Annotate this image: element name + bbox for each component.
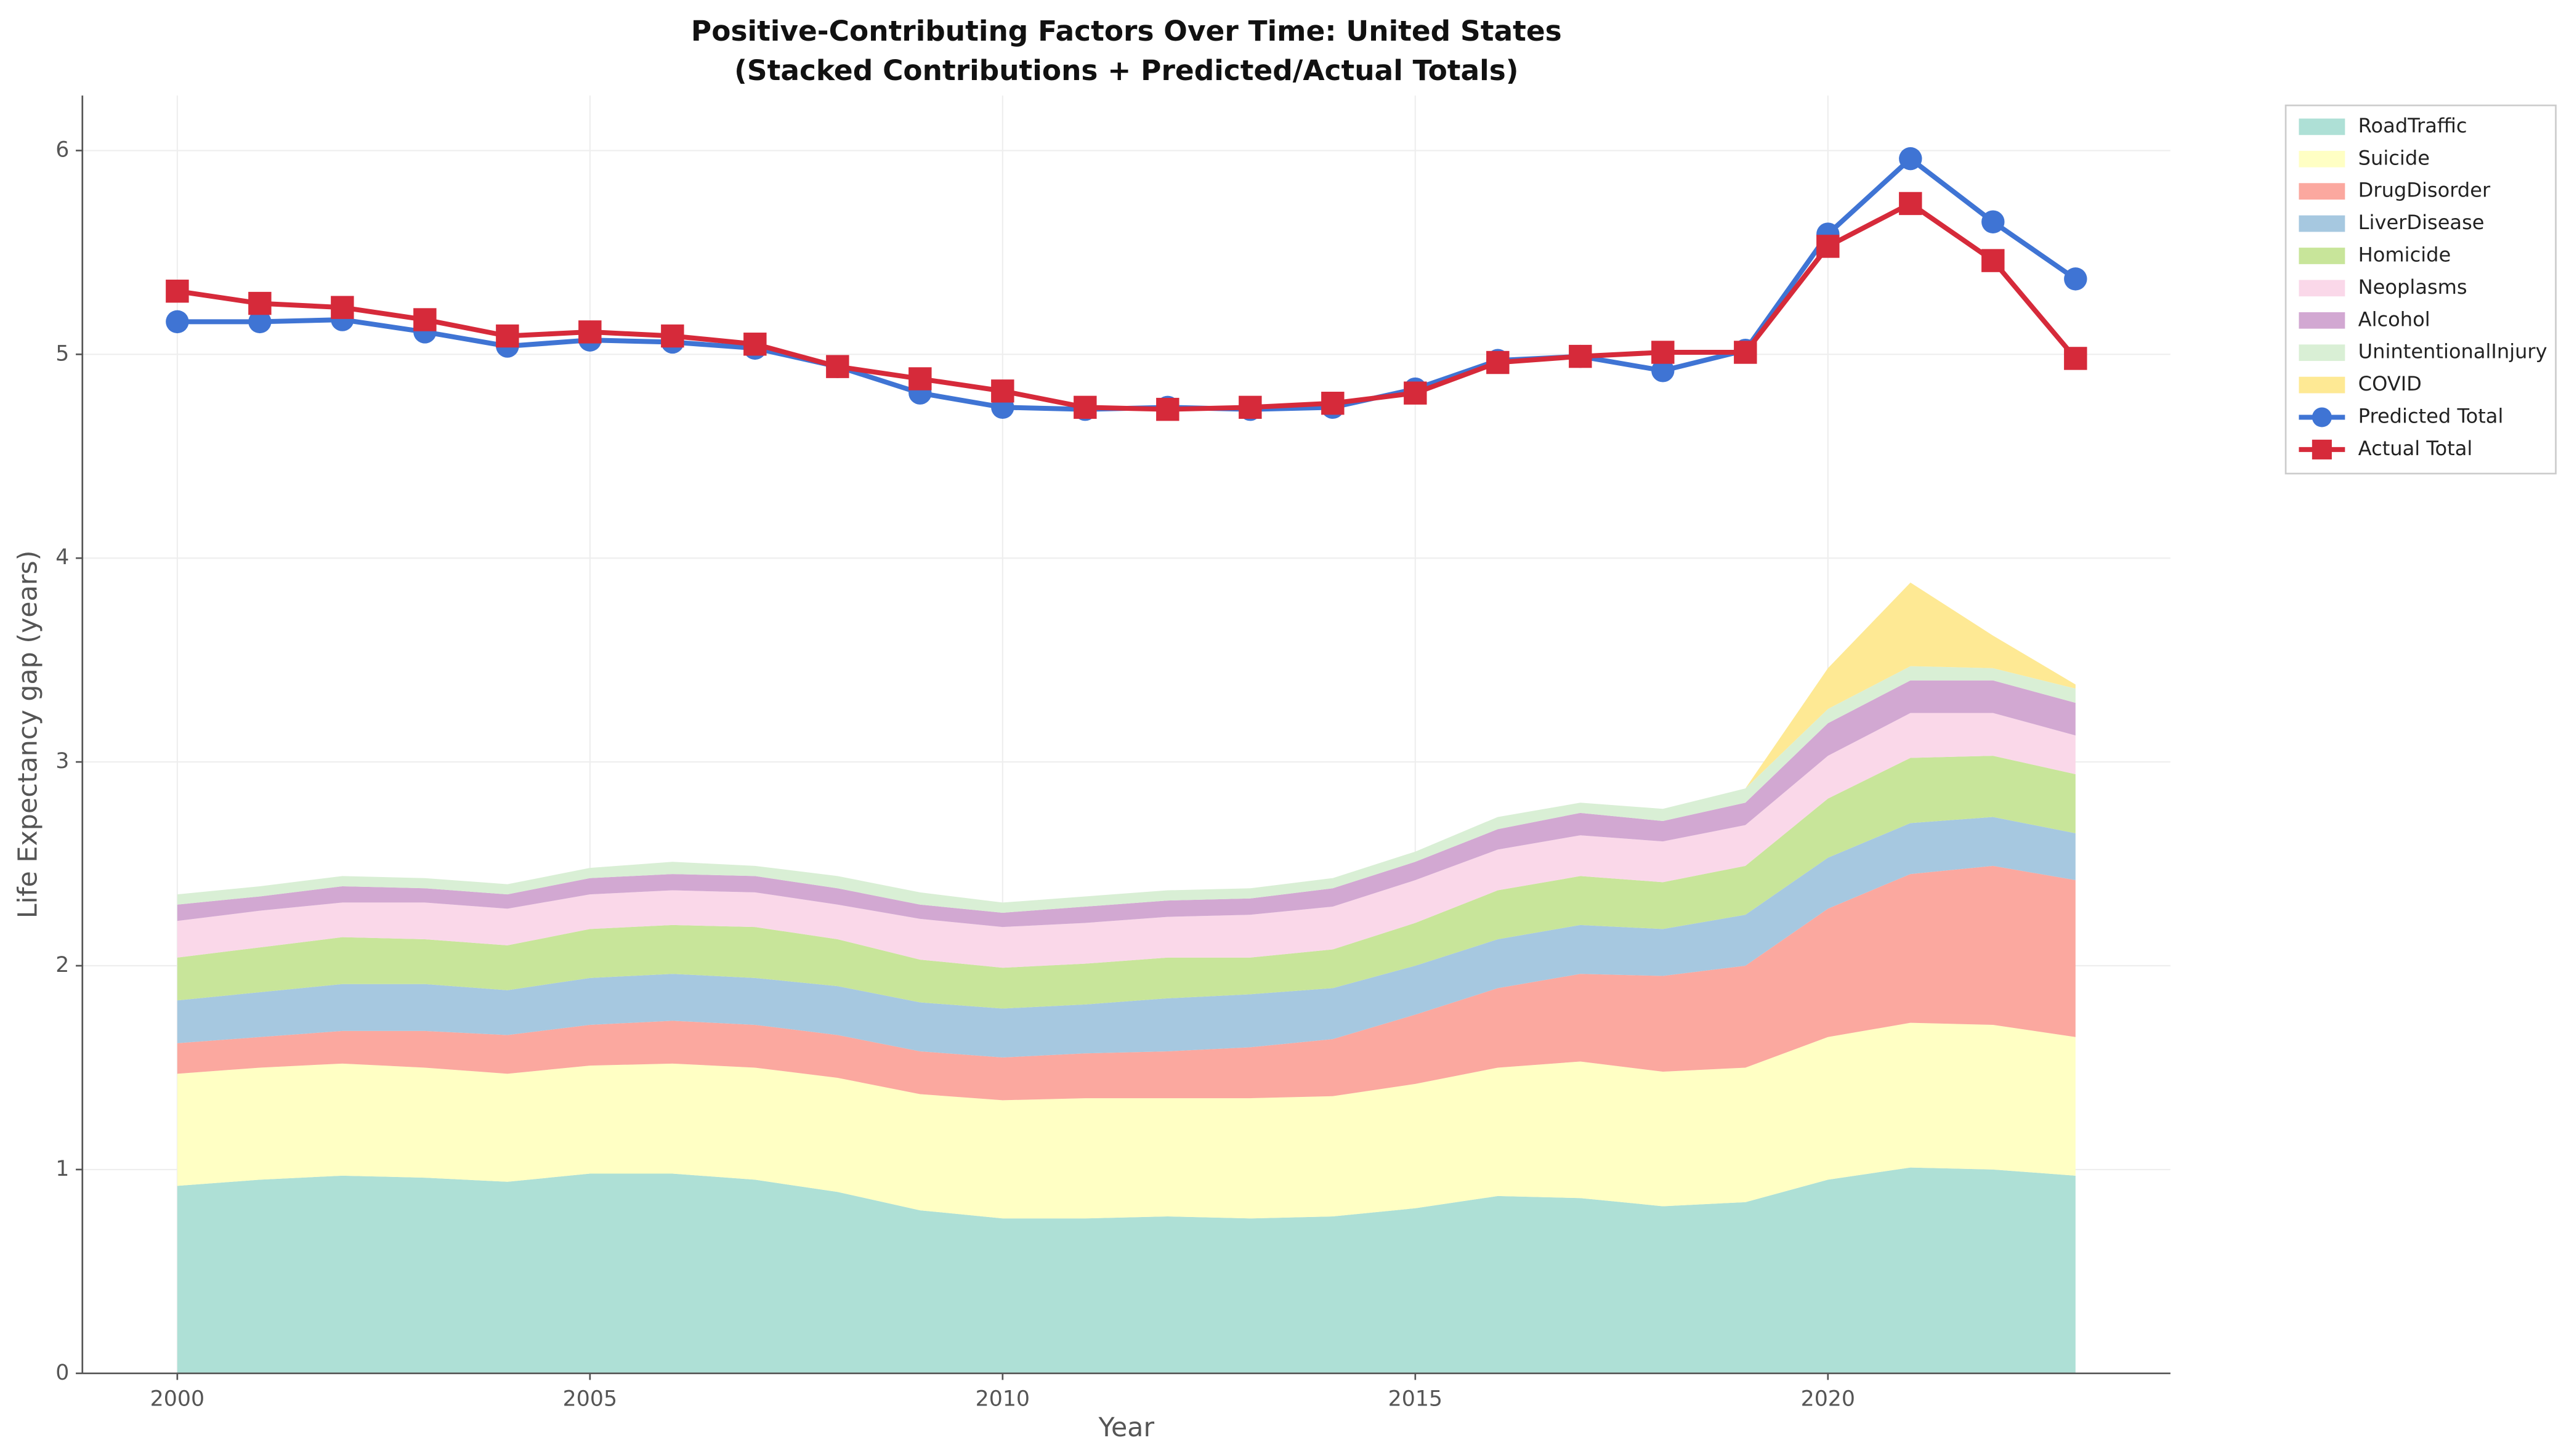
area [177,1022,2076,1219]
marker [1569,344,1592,368]
y-axis-label: Life Expectancy gap (years) [13,551,44,919]
legend-swatch [2299,150,2345,168]
marker [248,310,272,334]
marker [1734,341,1757,364]
marker [661,324,684,348]
legend-marker [2312,407,2332,427]
marker [1899,192,1922,216]
legend-label: Alcohol [2358,307,2430,331]
marker [1239,395,1262,419]
y-tick-label: 4 [55,545,69,570]
marker [826,355,849,378]
marker [1981,249,2005,272]
legend-swatch [2299,183,2345,200]
marker [1321,392,1345,415]
area [177,713,2076,968]
marker [908,367,932,390]
x-axis-label: Year [1098,1412,1155,1443]
marker [496,324,519,348]
legend-swatch [2299,118,2345,135]
legend-label: COVID [2358,372,2422,395]
marker [1486,350,1510,374]
legend-label: LiverDisease [2358,211,2485,234]
marker [1156,397,1179,421]
marker [1981,210,2005,233]
legend-swatch [2299,215,2345,232]
area [177,865,2076,1101]
legend-swatch [2299,248,2345,264]
area [177,1167,2076,1373]
marker [1651,359,1675,382]
marker [1651,341,1675,364]
legend-swatch [2299,312,2345,329]
area [177,666,2076,913]
legend-label: Predicted Total [2358,404,2504,427]
plot-area [82,95,2171,1374]
legend-label: DrugDisorder [2358,179,2491,202]
legend-swatch [2299,376,2345,394]
marker [578,320,602,344]
legend-marker [2312,439,2332,459]
legend-label: Suicide [2358,146,2430,169]
marker [2064,347,2087,370]
chart-title: Positive-Contributing Factors Over Time:… [691,15,1562,47]
area [177,680,2076,928]
line [177,155,2077,412]
legend-label: RoadTraffic [2358,114,2467,137]
legend-swatch [2299,280,2345,297]
marker [991,379,1014,403]
legend-label: UnintentionalInjury [2358,340,2547,363]
legend-label: Homicide [2358,243,2451,266]
x-tick-label: 2010 [976,1387,1030,1412]
chart-subtitle: (Stacked Contributions + Predicted/Actua… [734,54,1518,87]
marker [1816,235,1840,258]
area [177,817,2076,1058]
area [177,582,2076,903]
marker [2064,267,2087,291]
marker [1404,381,1427,405]
y-tick-label: 0 [55,1361,69,1385]
y-tick-label: 3 [55,749,69,774]
y-tick-label: 6 [55,137,69,162]
marker [1074,395,1097,419]
marker [413,308,437,331]
line [177,200,2077,412]
legend-swatch [2299,344,2345,362]
x-tick-label: 2000 [150,1387,204,1412]
legend-label: Neoplasms [2358,275,2467,299]
y-tick-label: 2 [55,953,69,977]
marker [248,291,272,315]
x-tick-label: 2020 [1801,1387,1855,1412]
marker [166,280,189,303]
y-tick-label: 1 [55,1157,69,1181]
legend-label: Actual Total [2358,437,2473,460]
marker [743,333,767,356]
marker [331,296,354,319]
area [177,756,2076,1009]
marker [166,310,189,334]
x-tick-label: 2005 [563,1387,617,1412]
x-tick-label: 2015 [1388,1387,1442,1412]
y-tick-label: 5 [55,341,69,366]
marker [1899,147,1922,171]
